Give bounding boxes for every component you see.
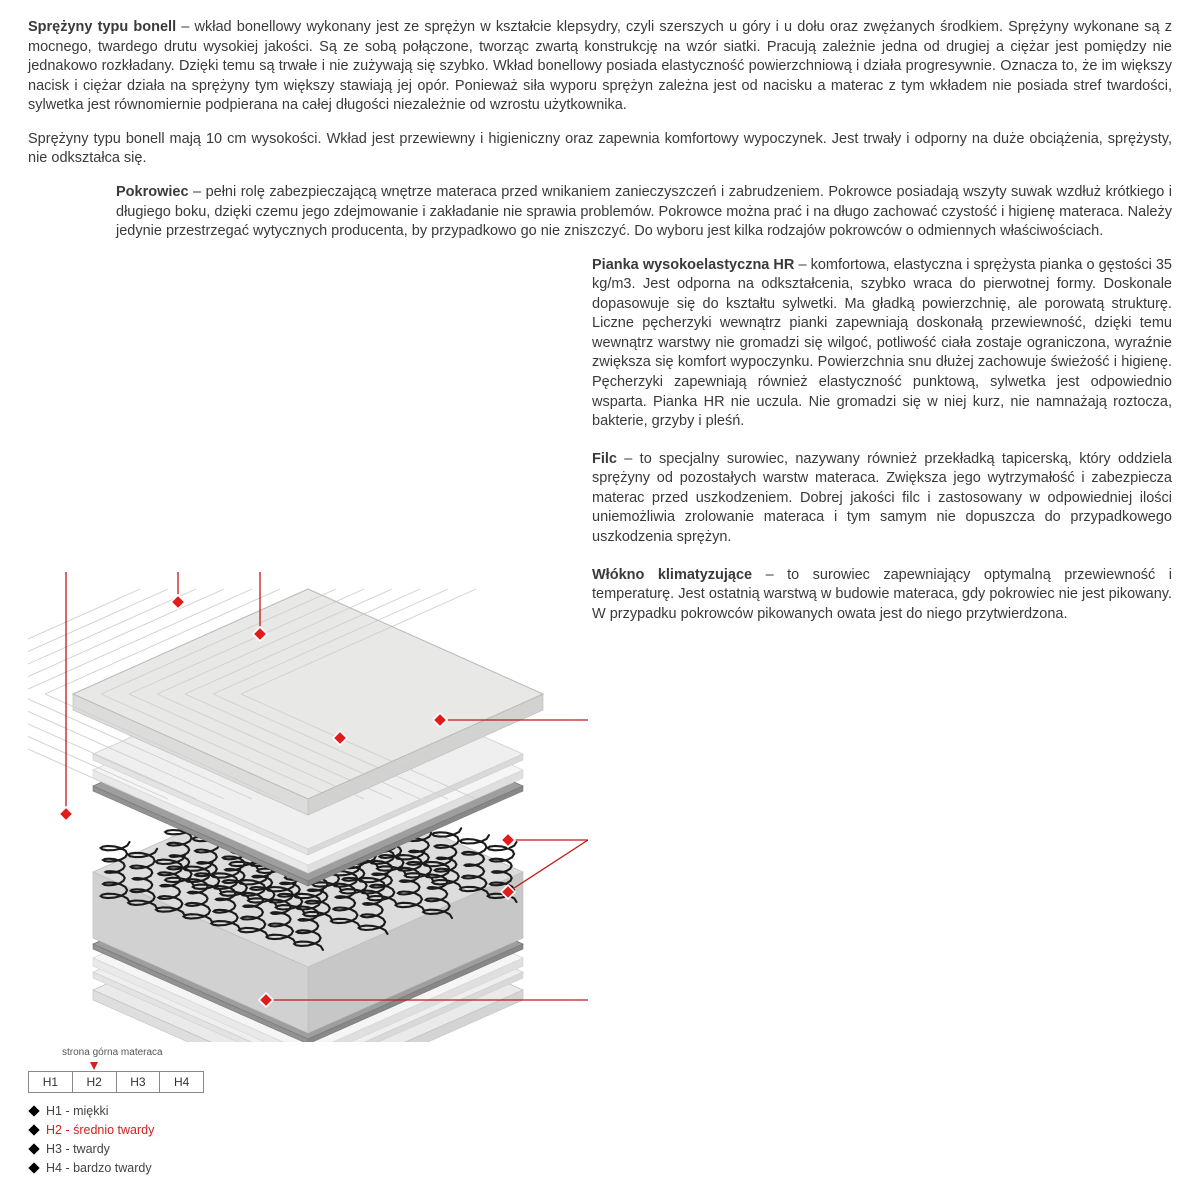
section-pokrowiec: Pokrowiec – pełni rolę zabezpieczającą w… xyxy=(116,183,1172,242)
hardness-scale: H1H2H3H4 xyxy=(28,1071,204,1093)
hardness-cell: H1 xyxy=(29,1072,73,1092)
bonell-body2: Sprężyny typu bonell mają 10 cm wysokośc… xyxy=(28,131,1172,167)
filc-body: – to specjalny surowiec, nazywany równie… xyxy=(592,451,1172,545)
bonell-body: – wkład bonellowy wykonany jest ze spręż… xyxy=(28,19,1172,113)
hardness-cell: H4 xyxy=(160,1072,203,1092)
section-pianka: Pianka wysokoelastyczna HR – komfortowa,… xyxy=(592,256,1172,432)
hardness-legend: H1 - miękki H2 - średnio twardy H3 - tward… xyxy=(28,1103,1172,1177)
hardness-block: strona górna materaca H1H2H3H4 H1 - mięk… xyxy=(28,1046,1172,1177)
section-bonell-p2: Sprężyny typu bonell mają 10 cm wysokośc… xyxy=(28,130,1172,169)
section-wlokno: Włókno klimatyzujące – to surowiec zapew… xyxy=(592,566,1172,625)
section-filc: Filc – to specjalny surowiec, nazywany r… xyxy=(592,450,1172,548)
hardness-legend-label: H1 - miękki xyxy=(46,1103,109,1120)
bonell-title: Sprężyny typu bonell xyxy=(28,19,176,35)
hardness-legend-label: H3 - twardy xyxy=(46,1141,110,1158)
wlokno-title: Włókno klimatyzujące xyxy=(592,567,752,583)
mattress-diagram xyxy=(28,572,588,1042)
diamond-icon xyxy=(28,1106,39,1117)
hardness-legend-row: H3 - twardy xyxy=(28,1141,1172,1158)
diamond-icon xyxy=(28,1162,39,1173)
hardness-legend-row: H2 - średnio twardy xyxy=(28,1122,1172,1139)
pianka-title: Pianka wysokoelastyczna HR xyxy=(592,257,794,273)
hardness-legend-label: H2 - średnio twardy xyxy=(46,1122,154,1139)
hardness-caption: strona górna materaca xyxy=(62,1046,1172,1060)
diamond-icon xyxy=(28,1144,39,1155)
section-bonell: Sprężyny typu bonell – wkład bonellowy w… xyxy=(28,18,1172,116)
diamond-icon xyxy=(28,1125,39,1136)
hardness-legend-row: H1 - miękki xyxy=(28,1103,1172,1120)
hardness-cell: H2 xyxy=(73,1072,117,1092)
hardness-cell: H3 xyxy=(117,1072,161,1092)
hardness-legend-label: H4 - bardzo twardy xyxy=(46,1160,152,1177)
pokrowiec-title: Pokrowiec xyxy=(116,184,189,200)
filc-title: Filc xyxy=(592,451,617,467)
pokrowiec-body: – pełni rolę zabezpieczającą wnętrze mat… xyxy=(116,184,1172,239)
pianka-body: – komfortowa, elastyczna i sprężysta pia… xyxy=(592,257,1172,430)
hardness-legend-row: H4 - bardzo twardy xyxy=(28,1160,1172,1177)
hardness-arrow-icon xyxy=(28,1061,204,1071)
